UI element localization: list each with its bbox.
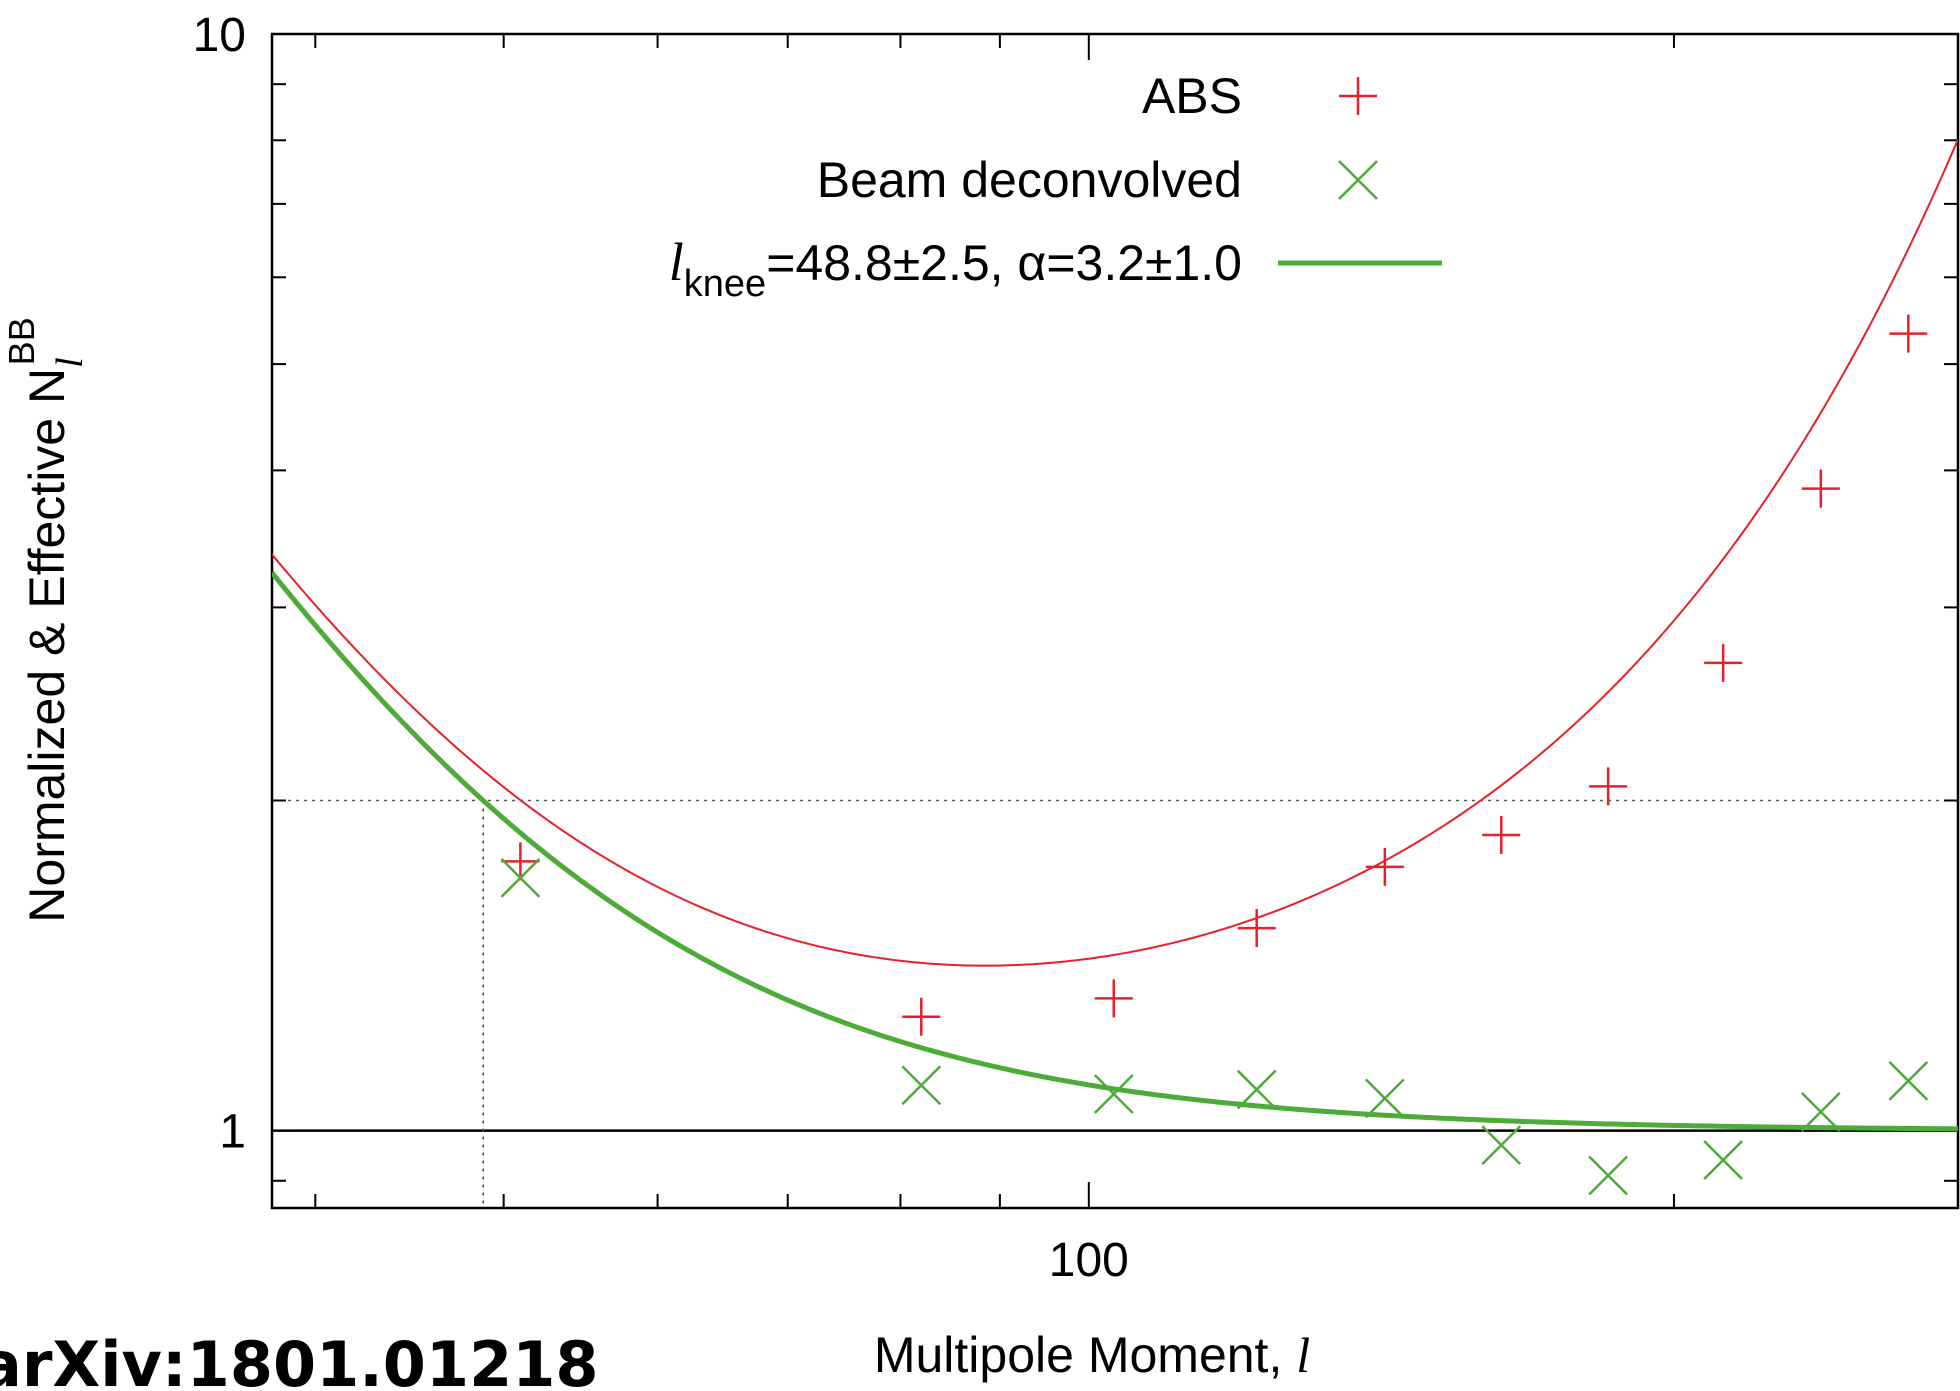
watermark: arXiv:1801.01218 — [0, 1328, 599, 1391]
y-axis-label-text: Normalized & Effective N — [19, 368, 75, 923]
axes: 100 1 10 — [193, 9, 1960, 1287]
abs-point — [902, 997, 941, 1036]
y-tick-label: 10 — [193, 9, 246, 62]
x-axis-label: Multipole Moment, l — [874, 1327, 1310, 1383]
legend-label: ABS — [1142, 68, 1242, 124]
legend-beam-deconvolved-symbol — [1338, 160, 1378, 200]
legend-abs-symbol — [1339, 77, 1377, 115]
fit-curve — [272, 571, 1958, 1132]
abs-point — [1482, 816, 1521, 855]
legend-label-subscript: knee — [684, 263, 766, 305]
series-layer — [272, 138, 1958, 1196]
beam-deconvolved-point — [901, 1065, 942, 1106]
beam-deconvolved-point — [1236, 1069, 1277, 1110]
beam-deconvolved-point — [1364, 1078, 1405, 1119]
y-axis-label-subscript: l — [49, 357, 91, 368]
plot-area — [272, 799, 1958, 1208]
y-tick-label: 1 — [219, 1106, 246, 1159]
x-axis-label-symbol: l — [1296, 1327, 1310, 1383]
legend-label: Beam deconvolved — [817, 152, 1242, 208]
beam-deconvolved-point — [1703, 1140, 1744, 1180]
legend: ABS Beam deconvolved lknee=48.8±2.5, α=3.2… — [669, 68, 1442, 305]
legend-label: lknee=48.8±2.5, α=3.2±1.0 — [669, 232, 1242, 305]
abs-point — [1889, 314, 1928, 353]
y-axis-label-superscript: BB — [1, 317, 42, 365]
abs-point — [1365, 847, 1404, 886]
beam-deconvolved-point — [500, 858, 541, 898]
x-axis-label-text: Multipole Moment, — [874, 1327, 1296, 1383]
beam-model-curve — [272, 138, 1958, 967]
x-tick-label: 100 — [1049, 1234, 1129, 1287]
abs-point — [1801, 469, 1840, 508]
abs-point — [1589, 767, 1628, 806]
y-axis-label: Normalized & Effective Nl BB — [1, 317, 91, 922]
legend-label-prefix: l — [669, 232, 684, 292]
abs-point — [1094, 979, 1133, 1018]
legend-label-text: =48.8±2.5, α=3.2±1.0 — [766, 235, 1242, 291]
beam-deconvolved-point — [1481, 1125, 1522, 1165]
plot-frame — [270, 32, 1960, 1210]
beam-deconvolved-point — [1800, 1092, 1841, 1132]
beam-deconvolved-point — [1588, 1155, 1629, 1196]
abs-point — [501, 842, 540, 881]
beam-deconvolved-point — [1888, 1061, 1929, 1101]
abs-point — [1237, 909, 1276, 948]
beam-deconvolved-point — [1093, 1074, 1134, 1114]
abs-point — [1704, 643, 1743, 682]
